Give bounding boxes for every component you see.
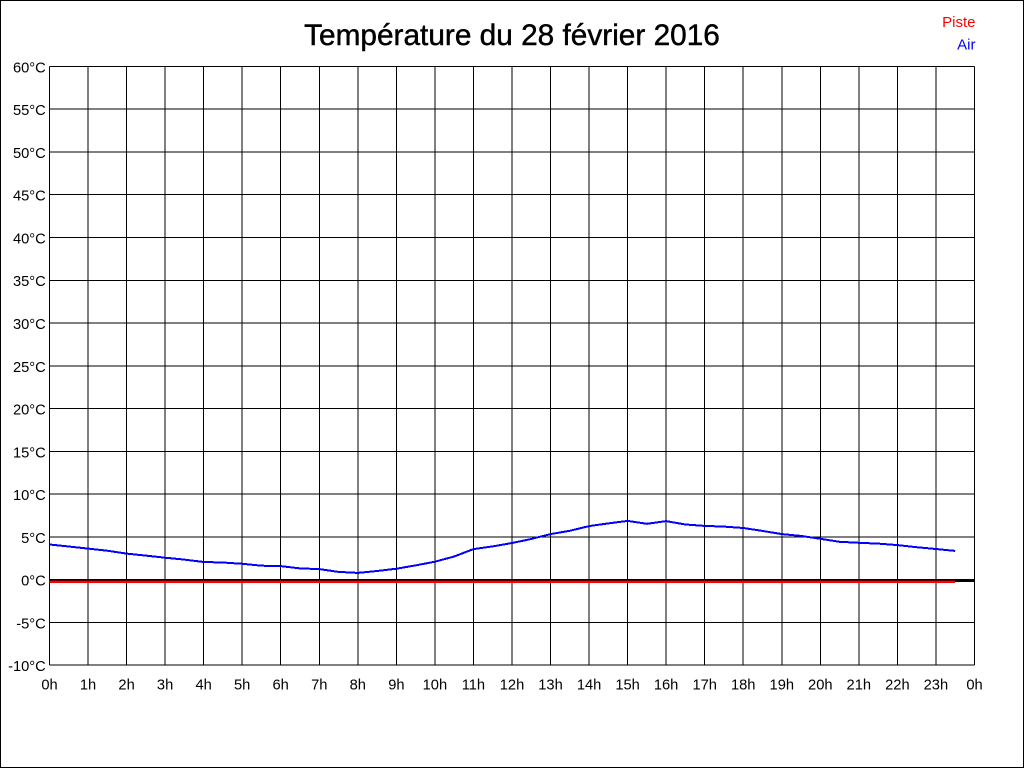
svg-text:20°C: 20°C — [13, 403, 46, 419]
svg-text:25°C: 25°C — [13, 360, 46, 376]
svg-text:8h: 8h — [350, 678, 366, 694]
svg-text:0°C: 0°C — [21, 574, 46, 590]
svg-text:30°C: 30°C — [13, 317, 46, 333]
svg-text:16h: 16h — [654, 678, 679, 694]
svg-text:-5°C: -5°C — [16, 616, 46, 632]
svg-text:Air: Air — [957, 36, 975, 53]
svg-text:Piste: Piste — [942, 14, 975, 31]
svg-text:2h: 2h — [118, 678, 134, 694]
svg-text:5h: 5h — [234, 678, 250, 694]
svg-text:11h: 11h — [462, 678, 485, 694]
svg-text:12h: 12h — [500, 678, 525, 694]
svg-text:15h: 15h — [615, 678, 640, 694]
svg-text:0h: 0h — [966, 678, 982, 694]
svg-text:1h: 1h — [80, 678, 96, 694]
svg-text:18h: 18h — [731, 678, 756, 694]
svg-text:3h: 3h — [157, 678, 173, 694]
svg-text:35°C: 35°C — [13, 274, 46, 290]
svg-text:13h: 13h — [538, 678, 563, 694]
svg-text:4h: 4h — [196, 678, 212, 694]
svg-text:9h: 9h — [388, 678, 404, 694]
svg-text:50°C: 50°C — [13, 146, 46, 162]
svg-text:6h: 6h — [273, 678, 289, 694]
svg-text:45°C: 45°C — [13, 189, 46, 205]
svg-text:23h: 23h — [924, 678, 949, 694]
svg-text:-10°C: -10°C — [8, 659, 46, 675]
svg-text:7h: 7h — [311, 678, 327, 694]
svg-text:5°C: 5°C — [21, 531, 46, 547]
svg-text:15°C: 15°C — [13, 445, 46, 461]
svg-text:20h: 20h — [808, 678, 833, 694]
svg-text:55°C: 55°C — [13, 103, 46, 119]
svg-text:14h: 14h — [577, 678, 602, 694]
svg-text:40°C: 40°C — [13, 232, 46, 248]
svg-text:10h: 10h — [423, 678, 448, 694]
svg-text:10°C: 10°C — [13, 488, 46, 504]
svg-text:0h: 0h — [41, 678, 57, 694]
svg-text:17h: 17h — [692, 678, 717, 694]
svg-text:22h: 22h — [885, 678, 910, 694]
svg-text:60°C: 60°C — [13, 60, 46, 76]
svg-text:19h: 19h — [770, 678, 795, 694]
svg-text:21h: 21h — [847, 678, 872, 694]
svg-text:Température du 28 février 2016: Température du 28 février 2016 — [304, 19, 720, 52]
